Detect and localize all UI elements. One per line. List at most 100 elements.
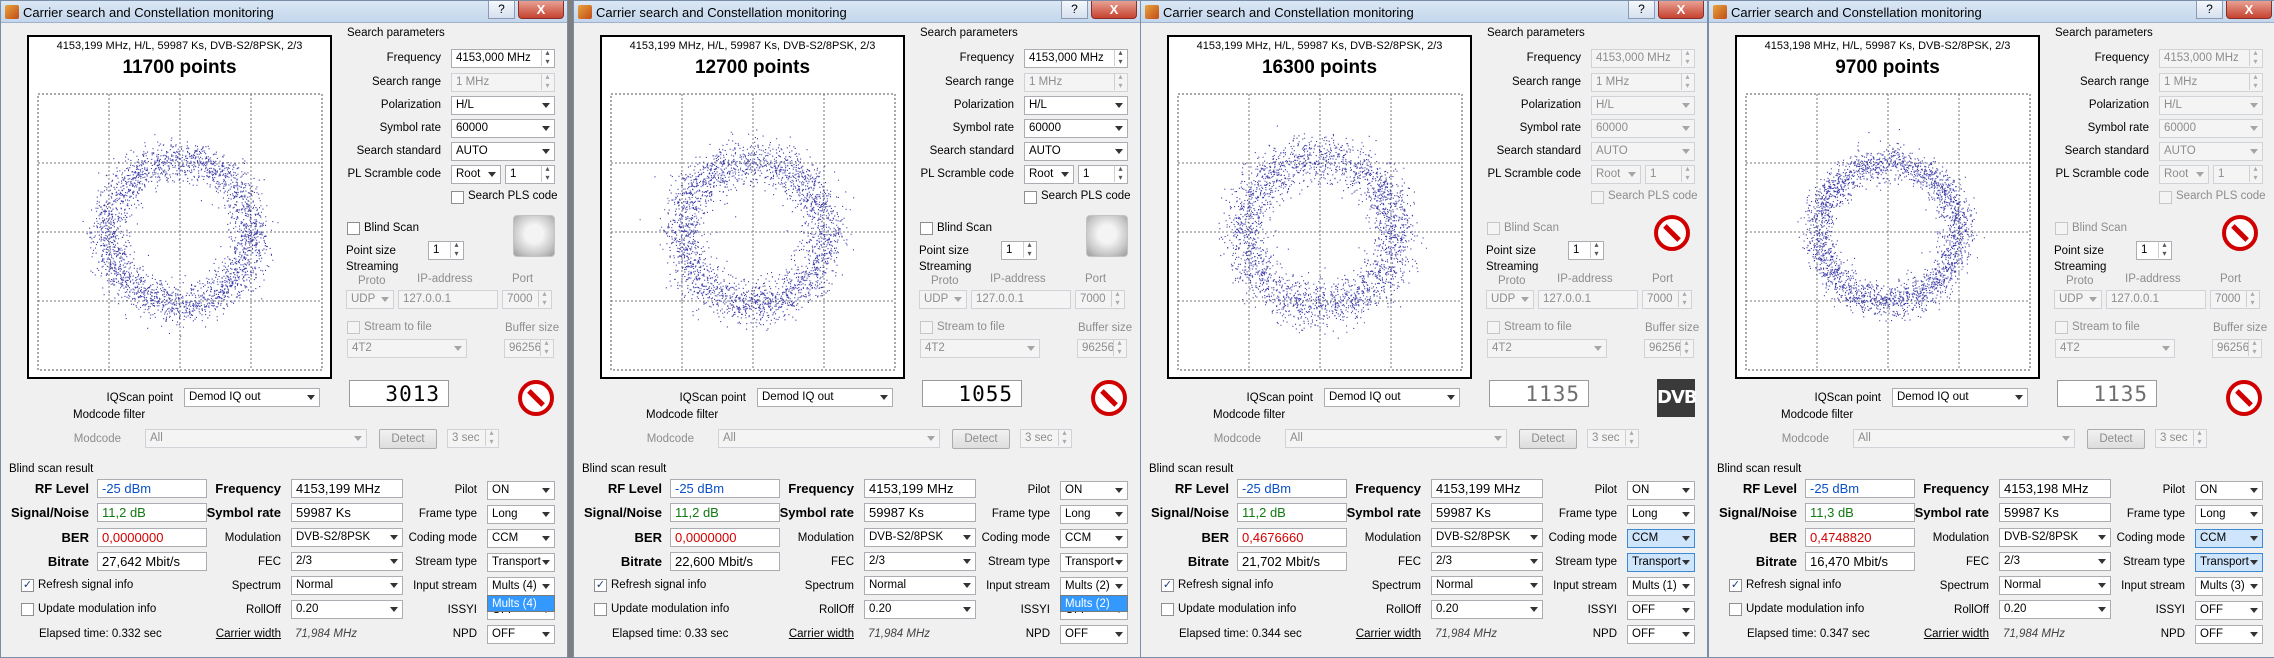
close-button[interactable]: X [518, 1, 564, 19]
stop-icon[interactable] [2225, 379, 2263, 417]
update-mod-checkbox[interactable] [594, 603, 607, 616]
coding-mode-select[interactable]: CCM [1627, 529, 1695, 548]
frequency-field[interactable]: 4153,000 MHz [451, 49, 555, 68]
search-range-field[interactable]: 1 MHz [451, 73, 555, 92]
input-stream-select[interactable]: Mults (3) [2195, 577, 2263, 596]
coding-mode-select[interactable]: CCM [2195, 529, 2263, 548]
stop-icon[interactable] [1653, 214, 1691, 252]
rolloff-select[interactable]: 0.20 [864, 600, 976, 619]
camera-icon[interactable] [1086, 215, 1128, 257]
rolloff-select[interactable]: 0.20 [1431, 600, 1543, 619]
refresh-checkbox[interactable]: ✓ [594, 579, 607, 592]
frame-type-select[interactable]: Long [1627, 505, 1695, 524]
close-button[interactable]: X [1091, 1, 1137, 19]
refresh-checkbox[interactable]: ✓ [1161, 579, 1174, 592]
search-standard-select[interactable]: AUTO [1024, 142, 1128, 161]
input-stream-select[interactable]: Mults (2) [1060, 577, 1128, 596]
symbol-rate-field[interactable]: 60000 [1024, 119, 1128, 138]
npd-select[interactable]: OFF [2195, 625, 2263, 644]
iqscan-select[interactable]: Demod IQ out [757, 388, 893, 407]
frequency-field[interactable]: 4153,000 MHz [2159, 49, 2263, 68]
help-button[interactable]: ? [2196, 1, 2223, 19]
blind-scan-checkbox[interactable] [1487, 222, 1500, 235]
refresh-checkbox[interactable]: ✓ [1729, 579, 1742, 592]
point-size-field[interactable]: 1 [428, 241, 464, 260]
carrier-width-link[interactable]: Carrier width [215, 628, 281, 640]
carrier-width-link[interactable]: Carrier width [1923, 628, 1989, 640]
input-stream-dropdown-option[interactable]: Mults (4) [487, 595, 555, 612]
update-mod-checkbox[interactable] [1729, 603, 1742, 616]
spectrum-select[interactable]: Normal [1431, 576, 1543, 595]
modulation-select[interactable]: DVB-S2/8PSK [291, 528, 403, 547]
fec-select[interactable]: 2/3 [864, 552, 976, 571]
issyi-select[interactable]: OFF [2195, 601, 2263, 620]
point-size-field[interactable]: 1 [1568, 241, 1604, 260]
close-button[interactable]: X [2226, 1, 2272, 19]
frequency-field[interactable]: 4153,000 MHz [1024, 49, 1128, 68]
point-size-field[interactable]: 1 [1001, 241, 1037, 260]
pilot-select[interactable]: ON [487, 481, 555, 500]
frame-type-select[interactable]: Long [2195, 505, 2263, 524]
blind-scan-checkbox[interactable] [920, 222, 933, 235]
input-stream-dropdown-option[interactable]: Mults (2) [1060, 595, 1128, 612]
search-standard-select[interactable]: AUTO [451, 142, 555, 161]
carrier-width-link[interactable]: Carrier width [788, 628, 854, 640]
camera-icon[interactable] [513, 215, 555, 257]
stream-type-select[interactable]: Transport [487, 553, 555, 572]
search-pls-checkbox[interactable] [1024, 191, 1037, 204]
pl-scramble-number[interactable]: 1 [1078, 165, 1128, 184]
fec-select[interactable]: 2/3 [1431, 552, 1543, 571]
update-mod-checkbox[interactable] [1161, 603, 1174, 616]
iqscan-select[interactable]: Demod IQ out [1892, 388, 2028, 407]
frequency-field[interactable]: 4153,000 MHz [1591, 49, 1695, 68]
polarization-select[interactable]: H/L [1024, 96, 1128, 115]
refresh-checkbox[interactable]: ✓ [21, 579, 34, 592]
fec-select[interactable]: 2/3 [291, 552, 403, 571]
spectrum-select[interactable]: Normal [1999, 576, 2111, 595]
frame-type-select[interactable]: Long [1060, 505, 1128, 524]
stop-icon[interactable] [517, 379, 555, 417]
pilot-select[interactable]: ON [1060, 481, 1128, 500]
npd-select[interactable]: OFF [487, 625, 555, 644]
stream-type-select[interactable]: Transport [2195, 553, 2263, 572]
help-button[interactable]: ? [1061, 1, 1088, 19]
iqscan-select[interactable]: Demod IQ out [1324, 388, 1460, 407]
carrier-width-link[interactable]: Carrier width [1355, 628, 1421, 640]
pl-scramble-select[interactable]: Root [1024, 165, 1074, 184]
stop-icon[interactable] [1090, 379, 1128, 417]
iqscan-select[interactable]: Demod IQ out [184, 388, 320, 407]
modulation-select[interactable]: DVB-S2/8PSK [1431, 528, 1543, 547]
spectrum-select[interactable]: Normal [864, 576, 976, 595]
rolloff-select[interactable]: 0.20 [1999, 600, 2111, 619]
pilot-select[interactable]: ON [2195, 481, 2263, 500]
modulation-select[interactable]: DVB-S2/8PSK [1999, 528, 2111, 547]
issyi-select[interactable]: OFF [1627, 601, 1695, 620]
fec-select[interactable]: 2/3 [1999, 552, 2111, 571]
blind-scan-checkbox[interactable] [2055, 222, 2068, 235]
coding-mode-select[interactable]: CCM [487, 529, 555, 548]
input-stream-select[interactable]: Mults (1) [1627, 577, 1695, 596]
help-button[interactable]: ? [1628, 1, 1655, 19]
search-pls-checkbox[interactable] [2159, 191, 2172, 204]
spectrum-select[interactable]: Normal [291, 576, 403, 595]
polarization-select[interactable]: H/L [451, 96, 555, 115]
point-size-field[interactable]: 1 [2136, 241, 2172, 260]
symbol-rate-field[interactable]: 60000 [451, 119, 555, 138]
frame-type-select[interactable]: Long [487, 505, 555, 524]
blind-scan-checkbox[interactable] [347, 222, 360, 235]
npd-select[interactable]: OFF [1060, 625, 1128, 644]
npd-select[interactable]: OFF [1627, 625, 1695, 644]
search-range-field[interactable]: 1 MHz [1024, 73, 1128, 92]
search-pls-checkbox[interactable] [451, 191, 464, 204]
pilot-select[interactable]: ON [1627, 481, 1695, 500]
modulation-select[interactable]: DVB-S2/8PSK [864, 528, 976, 547]
rolloff-select[interactable]: 0.20 [291, 600, 403, 619]
close-button[interactable]: X [1658, 1, 1704, 19]
update-mod-checkbox[interactable] [21, 603, 34, 616]
stream-type-select[interactable]: Transport [1627, 553, 1695, 572]
stream-type-select[interactable]: Transport [1060, 553, 1128, 572]
pl-scramble-select[interactable]: Root [451, 165, 501, 184]
input-stream-select[interactable]: Mults (4) [487, 577, 555, 596]
pl-scramble-number[interactable]: 1 [505, 165, 555, 184]
coding-mode-select[interactable]: CCM [1060, 529, 1128, 548]
